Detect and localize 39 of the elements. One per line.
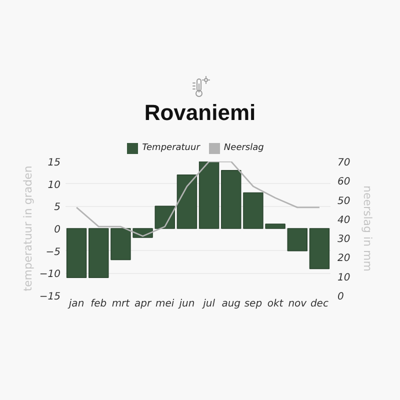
bar xyxy=(88,228,109,278)
x-tick-label: jul xyxy=(201,298,216,310)
x-tick-label: feb xyxy=(90,298,107,310)
x-tick-label: jun xyxy=(177,298,195,310)
x-tick-label: apr xyxy=(134,298,152,310)
x-tick-label: nov xyxy=(288,298,308,310)
y2-tick-label: 20 xyxy=(338,253,350,264)
x-tick-label: aug xyxy=(222,298,241,310)
y2-tick-label: 60 xyxy=(338,176,350,188)
y2-tick-label: 40 xyxy=(338,214,350,226)
y-tick-label: 10 xyxy=(48,180,61,191)
y2-tick-label: 50 xyxy=(338,196,350,207)
x-tick-label: sep xyxy=(244,298,262,310)
legend-label: Neerslag xyxy=(224,143,264,153)
bar xyxy=(309,228,330,270)
x-tick-label: mei xyxy=(156,298,174,310)
bar xyxy=(66,228,87,278)
y-tick-label: −15 xyxy=(39,292,61,302)
y-tick-label: 0 xyxy=(54,224,61,236)
bar xyxy=(154,206,175,229)
bar xyxy=(176,174,198,229)
y2-tick-label: 0 xyxy=(338,292,344,302)
legend-label: Temperatuur xyxy=(142,143,200,153)
bar xyxy=(221,170,242,229)
x-tick-label: okt xyxy=(267,298,284,310)
y-tick-label: 15 xyxy=(48,158,61,168)
x-tick-label: dec xyxy=(310,298,329,310)
bar xyxy=(287,228,308,252)
y-tick-label: −10 xyxy=(39,269,61,280)
chart-title: Rovaniemi xyxy=(143,100,257,126)
y2-tick-label: 70 xyxy=(338,158,350,168)
y-tick-label: 5 xyxy=(54,202,61,214)
y2-tick-label: 30 xyxy=(338,234,350,246)
y2-tick-label: 10 xyxy=(338,272,350,284)
x-tick-label: jan xyxy=(66,298,84,310)
y-tick-label: −5 xyxy=(46,246,61,258)
x-tick-label: mrt xyxy=(112,298,131,310)
bar xyxy=(198,162,220,229)
line-series xyxy=(76,162,320,237)
